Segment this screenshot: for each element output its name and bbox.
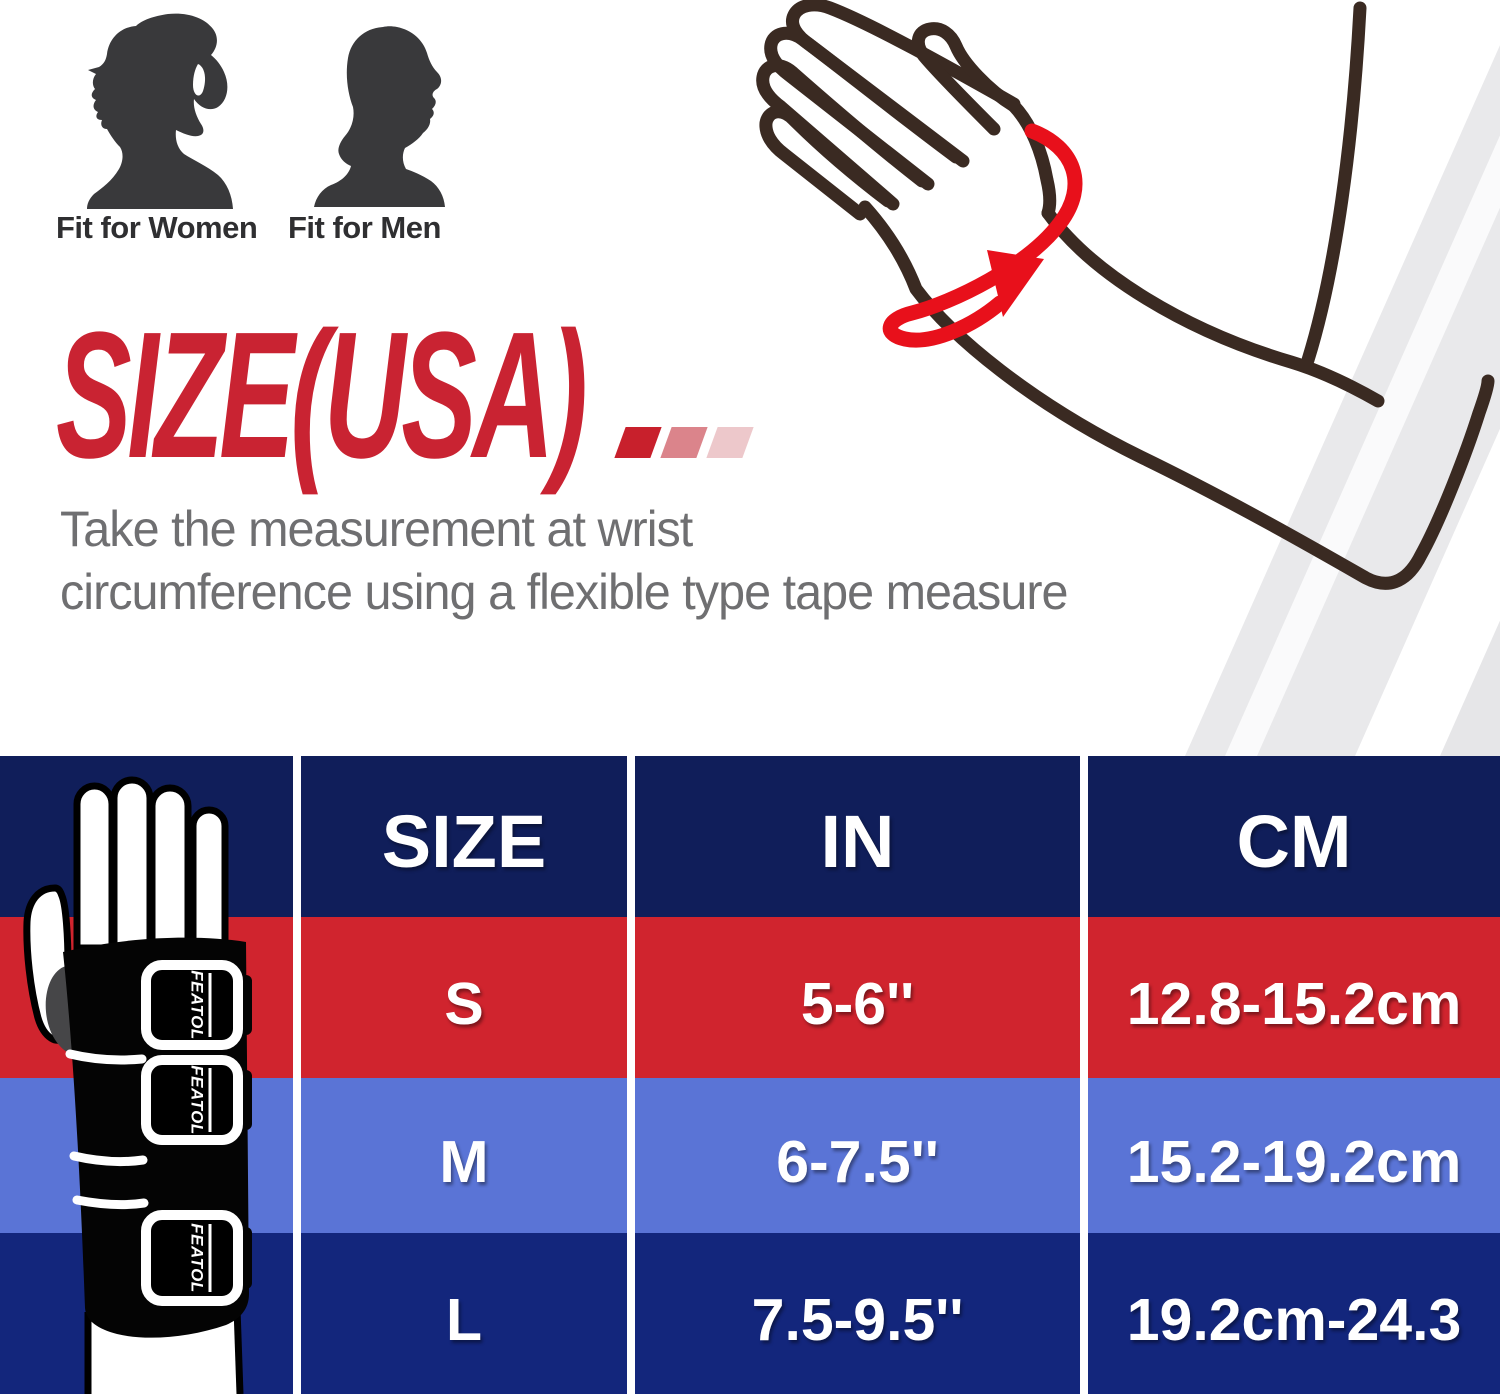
brand-logo: FEATOL bbox=[188, 1065, 207, 1134]
dash-icon bbox=[614, 427, 662, 458]
size-s-inches: 5-6'' bbox=[627, 917, 1080, 1078]
fit-for-men-label: Fit for Men bbox=[288, 210, 441, 245]
column-header-in: IN bbox=[627, 756, 1080, 917]
dash-icon bbox=[706, 427, 754, 458]
strap-gaps bbox=[65, 1049, 149, 1210]
page-title: SIZE(USA) bbox=[56, 295, 588, 496]
column-header-cm: CM bbox=[1080, 756, 1500, 917]
wrist-brace-illustration: FEATOL FEATOL FEATOL bbox=[23, 776, 252, 1394]
featol-strap-buckle: FEATOL bbox=[141, 1055, 252, 1145]
heading-dashes bbox=[614, 427, 754, 458]
instruction-text: Take the measurement at wrist circumfere… bbox=[60, 498, 1068, 624]
size-s-cell: S bbox=[293, 917, 627, 1078]
glove-fingers bbox=[73, 776, 229, 952]
measurement-illustration bbox=[87, 0, 1500, 756]
dash-icon bbox=[660, 427, 708, 458]
fit-for-women-label: Fit for Women bbox=[56, 210, 258, 245]
size-m-cell: M bbox=[293, 1078, 627, 1233]
size-m-inches: 6-7.5'' bbox=[627, 1078, 1080, 1233]
size-s-cm: 12.8-15.2cm bbox=[1080, 917, 1500, 1078]
size-l-cm: 19.2cm-24.3 bbox=[1080, 1233, 1500, 1394]
tape-measure-arrow-icon bbox=[882, 123, 1083, 348]
size-l-cell: L bbox=[293, 1233, 627, 1394]
size-m-cm: 15.2-19.2cm bbox=[1080, 1078, 1500, 1233]
diagonal-band bbox=[1185, 45, 1500, 756]
brand-logo: FEATOL bbox=[188, 970, 207, 1039]
featol-strap-buckle: FEATOL bbox=[141, 1210, 252, 1306]
size-l-inches: 7.5-9.5'' bbox=[627, 1233, 1080, 1394]
instruction-line-2: circumference using a flexible type tape… bbox=[60, 564, 1068, 620]
man-head-silhouette-icon bbox=[314, 26, 445, 207]
size-chart-table: SIZE IN CM S 5-6'' 12.8-15.2cm M 6-7.5''… bbox=[0, 756, 1500, 1394]
featol-strap-buckle: FEATOL bbox=[141, 960, 252, 1050]
brand-logo: FEATOL bbox=[188, 1223, 207, 1292]
hand-arm-line-art-icon bbox=[756, 0, 1495, 590]
column-header-size: SIZE bbox=[293, 756, 627, 917]
instruction-line-1: Take the measurement at wrist bbox=[60, 501, 693, 557]
woman-head-silhouette-icon bbox=[87, 13, 233, 210]
